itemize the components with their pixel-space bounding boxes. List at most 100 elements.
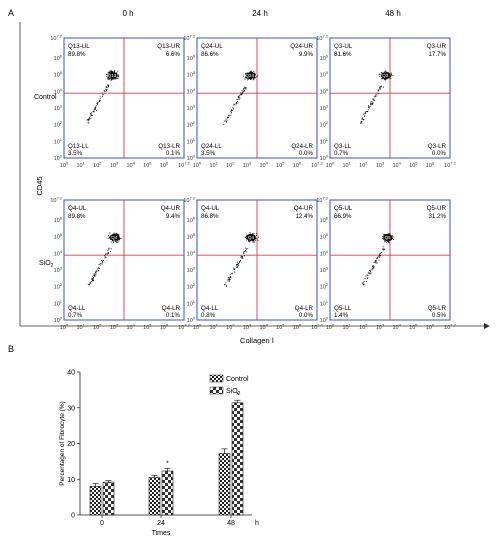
y-tick-label: 100 <box>54 154 63 163</box>
flow-plot: 1001001011011021021031031041041051051061… <box>183 34 323 170</box>
tick-base: 10 <box>426 325 432 331</box>
quadrant-ul-value: 86.6% <box>201 51 219 58</box>
quadrant-ur-value: 9.4% <box>166 213 181 220</box>
y-tick-label: 101 <box>54 137 63 146</box>
tick-exponent: 0 <box>326 316 329 321</box>
x-tick-label: 103 <box>376 161 385 170</box>
tick-base: 10 <box>126 325 132 331</box>
tick-base: 10 <box>54 56 60 62</box>
legend-label-sio2-base: SiO <box>226 388 238 395</box>
tick-base: 10 <box>209 325 215 331</box>
tick-exponent: 0 <box>199 161 202 166</box>
quadrant-lr-value: 0.0% <box>432 150 447 157</box>
x-tick-label: 105 <box>143 161 152 170</box>
tick-exponent: 3 <box>116 161 119 166</box>
tick-exponent: 2 <box>60 120 63 125</box>
y-tick-label: 105 <box>187 70 196 79</box>
tick-exponent: 6 <box>299 161 302 166</box>
y-tick-label: 101 <box>320 137 329 146</box>
x-tick-label: 100 <box>193 323 202 332</box>
tick-base: 10 <box>187 123 193 129</box>
tick-exponent: 0 <box>66 323 69 328</box>
tick-exponent: 1 <box>216 323 219 328</box>
tick-exponent: 5 <box>415 161 418 166</box>
tick-exponent: 7.2 <box>184 161 190 166</box>
legend-label-sio2-sub: 2 <box>238 391 241 397</box>
quadrant-ll-name: Q4-LL <box>201 305 219 312</box>
x-tick-label: 104 <box>126 323 135 332</box>
tick-exponent: 6 <box>326 54 329 59</box>
x-tick-label: 107.2 <box>311 323 323 332</box>
tick-exponent: 5 <box>326 232 329 237</box>
significance-star: * <box>236 392 239 399</box>
tick-exponent: 1 <box>349 161 352 166</box>
tick-exponent: 5 <box>60 232 63 237</box>
tick-exponent: 6 <box>326 216 329 221</box>
tick-base: 10 <box>316 198 322 204</box>
panel-a-letter: A <box>8 8 14 18</box>
tick-base: 10 <box>293 325 299 331</box>
y-tick-label: 104 <box>320 87 329 96</box>
tick-base: 10 <box>409 163 415 169</box>
tick-exponent: 1 <box>326 299 329 304</box>
x-tick-label: 101 <box>76 161 85 170</box>
tick-base: 10 <box>326 163 332 169</box>
tick-base: 10 <box>187 89 193 95</box>
time-label-24h: 24 h <box>252 9 268 18</box>
tick-exponent: 7.2 <box>322 196 328 201</box>
tick-base: 10 <box>187 318 193 324</box>
event-dots <box>87 232 122 286</box>
y-tick-label: 103 <box>187 266 196 275</box>
x-tick-label: 105 <box>276 161 285 170</box>
y-tick-label: 106 <box>320 54 329 63</box>
event-dots <box>360 70 394 124</box>
tick-base: 10 <box>187 285 193 291</box>
x-tick-label: 102 <box>226 323 235 332</box>
tick-base: 10 <box>54 156 60 162</box>
tick-exponent: 6 <box>432 161 435 166</box>
bar-sio2 <box>161 470 174 516</box>
tick-base: 10 <box>110 325 116 331</box>
tick-base: 10 <box>444 325 450 331</box>
tick-exponent: 6 <box>299 323 302 328</box>
tick-base: 10 <box>320 285 326 291</box>
y-tick-label: 105 <box>320 70 329 79</box>
quadrant-ll-name: Q24-LL <box>201 143 222 150</box>
legend-label-control: Control <box>226 376 249 383</box>
event-dots <box>361 232 395 286</box>
tick-base: 10 <box>392 325 398 331</box>
tick-exponent: 7.2 <box>189 196 195 201</box>
tick-base: 10 <box>54 73 60 79</box>
tick-base: 10 <box>320 106 326 112</box>
tick-base: 10 <box>342 163 348 169</box>
x-category-label: 0 <box>100 520 104 527</box>
tick-base: 10 <box>110 163 116 169</box>
tick-exponent: 4 <box>326 249 329 254</box>
x-tick-label: 107.2 <box>178 323 190 332</box>
tick-base: 10 <box>54 106 60 112</box>
tick-exponent: 4 <box>266 323 269 328</box>
quadrant-lr-value: 0.1% <box>166 150 181 157</box>
y-tick-label: 100 <box>320 154 329 163</box>
y-tick-label: 100 <box>54 316 63 325</box>
tick-exponent: 2 <box>193 282 196 287</box>
event-dots <box>86 70 120 124</box>
legend-swatch-sio2 <box>209 386 224 395</box>
y-axis-title: Percentagen of Fibrocyte (%) <box>59 401 66 486</box>
tick-exponent: 3 <box>60 266 63 271</box>
tick-exponent: 0 <box>66 161 69 166</box>
tick-exponent: 7.2 <box>56 34 62 39</box>
tick-exponent: 7.2 <box>56 196 62 201</box>
tick-base: 10 <box>409 325 415 331</box>
y-tick-label: 107.2 <box>316 196 328 205</box>
quadrant-ll-value: 0.7% <box>68 312 83 319</box>
tick-exponent: 2 <box>193 120 196 125</box>
tick-base: 10 <box>259 325 265 331</box>
tick-exponent: 5 <box>193 232 196 237</box>
x-tick-label: 100 <box>60 161 69 170</box>
tick-base: 10 <box>183 36 189 42</box>
tick-base: 10 <box>226 163 232 169</box>
tick-exponent: 6 <box>432 323 435 328</box>
y-tick-label: 107.2 <box>316 34 328 43</box>
x-tick-label: 101 <box>209 161 218 170</box>
